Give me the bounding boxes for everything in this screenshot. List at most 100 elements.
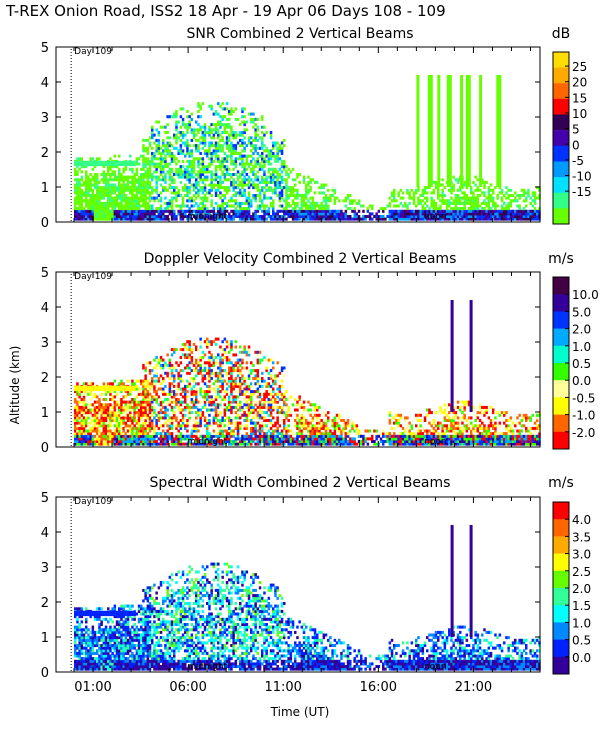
snr-cell: [516, 204, 519, 208]
snr-cell: [263, 149, 266, 153]
snr-cell: [159, 170, 163, 174]
snr-cell: [234, 191, 238, 195]
doppler-cell: [111, 405, 114, 409]
doppler-cell: [258, 408, 262, 412]
snr-cell: [529, 215, 532, 219]
snr-cell: [232, 180, 235, 184]
snr-cell: [318, 191, 321, 195]
doppler-cell: [195, 398, 198, 402]
snr-cell: [217, 186, 220, 190]
snr-cell: [124, 194, 128, 198]
snr-cell: [122, 207, 125, 211]
snr-cell: [538, 207, 541, 211]
snr-cell: [393, 209, 396, 213]
doppler-cell: [89, 419, 92, 423]
snr-cell: [148, 194, 152, 198]
snr-cell: [283, 186, 286, 190]
snr-cell: [155, 215, 158, 219]
snr-cell: [283, 199, 286, 203]
snr-cell: [243, 165, 246, 169]
snr-cell: [201, 162, 205, 166]
snr-cell: [503, 209, 506, 213]
doppler-cell: [102, 419, 106, 423]
doppler-cell: [239, 408, 242, 412]
snr-cell: [456, 215, 460, 219]
doppler-cell: [210, 353, 213, 357]
snr-cell: [241, 183, 244, 187]
snr-cell: [118, 170, 121, 174]
snr-cell: [254, 194, 257, 198]
snr-cell: [393, 215, 396, 219]
doppler-cell: [87, 442, 90, 446]
snr-cell: [217, 133, 220, 137]
snr-cell: [432, 201, 436, 205]
snr-cell: [316, 204, 319, 208]
snr-cell: [113, 204, 117, 208]
doppler-cell: [208, 403, 211, 407]
snr-cell: [166, 152, 169, 156]
snr-cell: [214, 178, 218, 182]
snr-cell: [412, 196, 416, 200]
snr-cell: [441, 209, 444, 213]
snr-cell: [476, 215, 480, 219]
snr-cell: [78, 178, 81, 182]
snr-cell: [214, 201, 218, 205]
doppler-cell: [131, 421, 134, 425]
snr-cell: [340, 217, 343, 221]
snr-cell: [247, 217, 251, 221]
snr-cell: [162, 209, 165, 213]
doppler-cell: [118, 411, 121, 415]
snr-cell: [461, 212, 464, 216]
snr-cell: [265, 131, 268, 135]
doppler-cell: [256, 350, 260, 354]
snr-cell: [87, 194, 90, 198]
snr-cell: [89, 212, 92, 216]
snr-cell: [228, 215, 231, 219]
snr-cell: [527, 215, 530, 219]
snr-cell: [335, 196, 339, 200]
snr-cell: [388, 209, 392, 213]
doppler-cell: [188, 440, 191, 444]
doppler-cell: [126, 390, 130, 394]
doppler-cell: [179, 419, 183, 423]
snr-cell: [144, 199, 147, 203]
doppler-cell: [276, 437, 279, 441]
snr-cell: [142, 217, 145, 221]
doppler-cell: [122, 437, 125, 441]
doppler-cell: [89, 385, 92, 392]
snr-cell: [346, 215, 350, 219]
doppler-cell: [166, 398, 169, 402]
snr-cell: [256, 183, 260, 187]
snr-cell: [133, 175, 136, 179]
snr-cell: [186, 110, 189, 114]
snr-cell: [177, 191, 180, 195]
snr-cell: [122, 175, 125, 179]
snr-cell: [115, 178, 119, 182]
doppler-cell: [195, 432, 198, 436]
doppler-cell: [272, 408, 275, 412]
doppler-cell: [159, 416, 163, 420]
snr-cell: [98, 157, 101, 161]
snr-cell: [434, 207, 438, 211]
doppler-cell: [111, 408, 114, 412]
snr-cell: [309, 212, 312, 216]
snr-cell: [261, 201, 264, 205]
doppler-cell: [162, 390, 165, 394]
snr-cell: [285, 207, 288, 211]
snr-cell: [437, 196, 440, 200]
snr-cell: [459, 188, 462, 192]
snr-cell: [188, 125, 191, 129]
snr-cell: [89, 217, 92, 221]
snr-cell: [192, 199, 196, 203]
snr-cell: [305, 196, 308, 200]
snr-cell: [395, 199, 398, 203]
snr-cell: [201, 188, 205, 192]
snr-cell: [395, 204, 398, 208]
snr-cell: [148, 173, 152, 177]
doppler-cell: [135, 403, 139, 407]
doppler-cell: [179, 392, 183, 396]
snr-cell: [478, 217, 482, 221]
snr-cell: [142, 196, 145, 200]
doppler-cell: [272, 424, 275, 428]
snr-cell: [278, 180, 282, 184]
